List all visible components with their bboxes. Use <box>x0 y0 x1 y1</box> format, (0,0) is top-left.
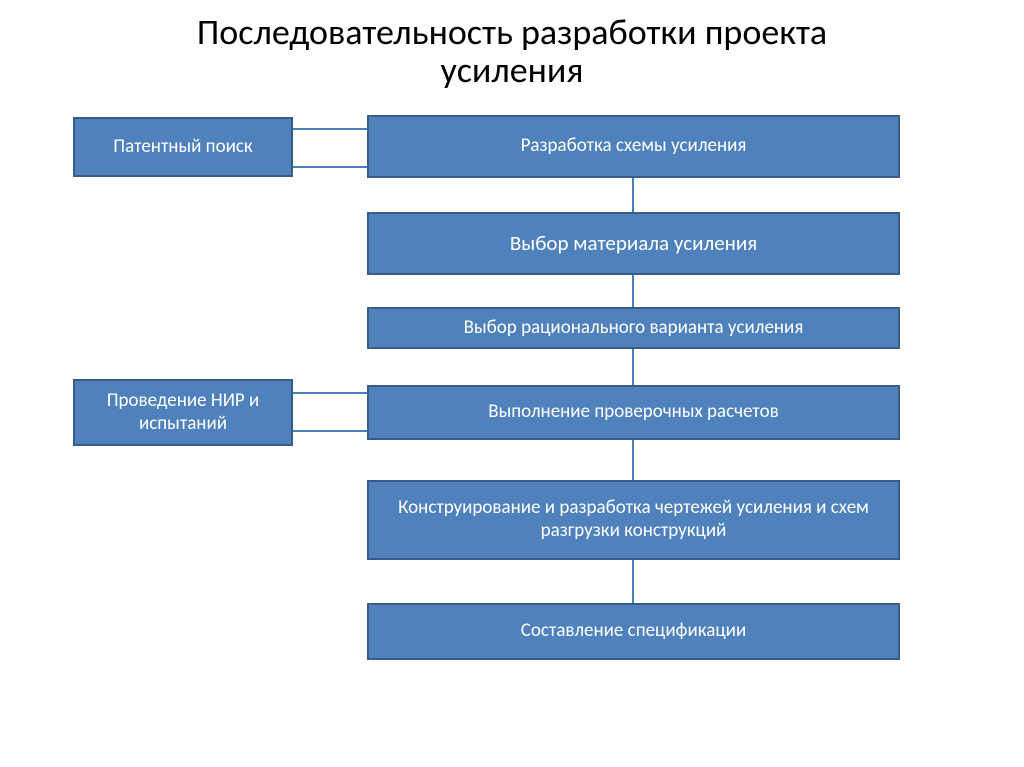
box-verification-calc: Выполнение проверочных расчетов <box>367 385 900 440</box>
diagram-title: Последовательность разработки проекта ус… <box>0 14 1024 90</box>
box-scheme-dev: Разработка схемы усиления <box>367 115 900 178</box>
connector-line-3 <box>632 349 634 385</box>
box-material-choice: Выбор материала усиления <box>367 212 900 275</box>
box-patent-search: Патентный поиск <box>73 117 293 177</box>
connector-nir-calc <box>293 392 367 432</box>
box-calc-label: Выполнение проверочных расчетов <box>488 401 778 424</box>
box-rational-label: Выбор рационального варианта усиления <box>464 317 804 340</box>
box-drawings-dev: Конструирование и разработка чертежей ус… <box>367 480 900 560</box>
connector-line-4 <box>632 440 634 480</box>
connector-line-2 <box>632 275 634 307</box>
box-rational-choice: Выбор рационального варианта усиления <box>367 307 900 349</box>
title-line-2: усиления <box>441 48 584 92</box>
diagram-canvas: Последовательность разработки проекта ус… <box>0 0 1024 767</box>
box-nir-tests: Проведение НИР и испытаний <box>73 379 293 446</box>
box-spec-label: Составление спецификации <box>521 620 746 643</box>
box-patent-label: Патентный поиск <box>113 136 252 159</box>
box-specification: Составление спецификации <box>367 603 900 660</box>
box-nir-label: Проведение НИР и испытаний <box>85 390 281 436</box>
box-material-label: Выбор материала усиления <box>510 231 757 256</box>
box-drawings-label: Конструирование и разработка чертежей ус… <box>379 497 888 543</box>
box-scheme-label: Разработка схемы усиления <box>521 135 747 158</box>
connector-patent-scheme <box>293 128 367 168</box>
connector-line-1 <box>632 178 634 212</box>
connector-line-5 <box>632 560 634 603</box>
